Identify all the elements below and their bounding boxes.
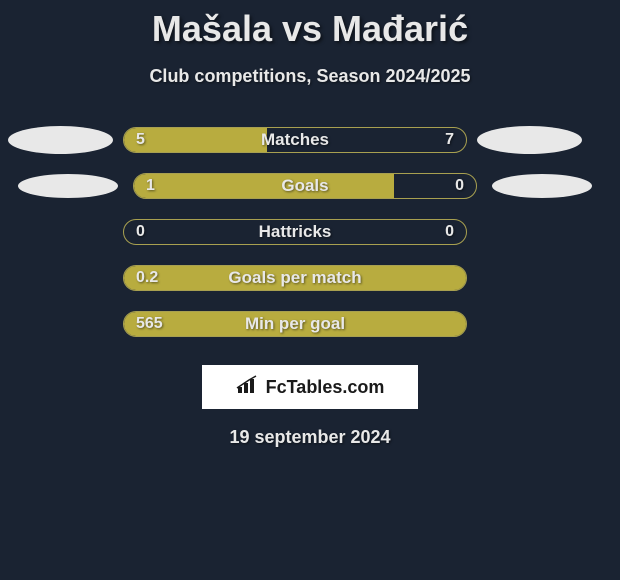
team-badge-right	[477, 126, 582, 154]
stat-row-gpm: 0.2 Goals per match	[0, 255, 620, 301]
date-label: 19 september 2024	[0, 427, 620, 448]
team-badge-left	[8, 126, 113, 154]
stat-left-value: 0.2	[136, 269, 158, 287]
stat-label: Hattricks	[259, 222, 332, 242]
comparison-title: Mašala vs Mađarić	[0, 0, 620, 50]
stat-bar: 0 Hattricks 0	[123, 219, 467, 245]
stat-row-hattricks: 0 Hattricks 0	[0, 209, 620, 255]
stat-left-value: 5	[136, 131, 145, 149]
stat-label: Min per goal	[245, 314, 345, 334]
team-badge-right	[492, 174, 592, 198]
stat-right-value: 0	[445, 223, 454, 241]
stat-bar: 5 Matches 7	[123, 127, 467, 153]
comparison-subtitle: Club competitions, Season 2024/2025	[0, 66, 620, 87]
fctables-logo: FcTables.com	[202, 365, 418, 409]
stat-bar: 565 Min per goal	[123, 311, 467, 337]
stat-bar: 0.2 Goals per match	[123, 265, 467, 291]
stat-left-value: 565	[136, 315, 163, 333]
stat-bar: 1 Goals 0	[133, 173, 477, 199]
stat-row-goals: 1 Goals 0	[0, 163, 620, 209]
stat-row-matches: 5 Matches 7	[0, 117, 620, 163]
logo-text: FcTables.com	[266, 377, 385, 398]
bar-fill	[134, 174, 394, 198]
bar-fill	[124, 128, 267, 152]
team-badge-left	[18, 174, 118, 198]
stat-label: Matches	[261, 130, 329, 150]
stat-label: Goals	[281, 176, 328, 196]
stat-left-value: 0	[136, 223, 145, 241]
stat-label: Goals per match	[228, 268, 361, 288]
stat-left-value: 1	[146, 177, 155, 195]
stat-row-mpg: 565 Min per goal	[0, 301, 620, 347]
chart-icon	[236, 375, 260, 400]
stat-right-value: 7	[445, 131, 454, 149]
stat-right-value: 0	[455, 177, 464, 195]
stats-chart: 5 Matches 7 1 Goals 0 0 Hattricks 0 0.2	[0, 117, 620, 347]
